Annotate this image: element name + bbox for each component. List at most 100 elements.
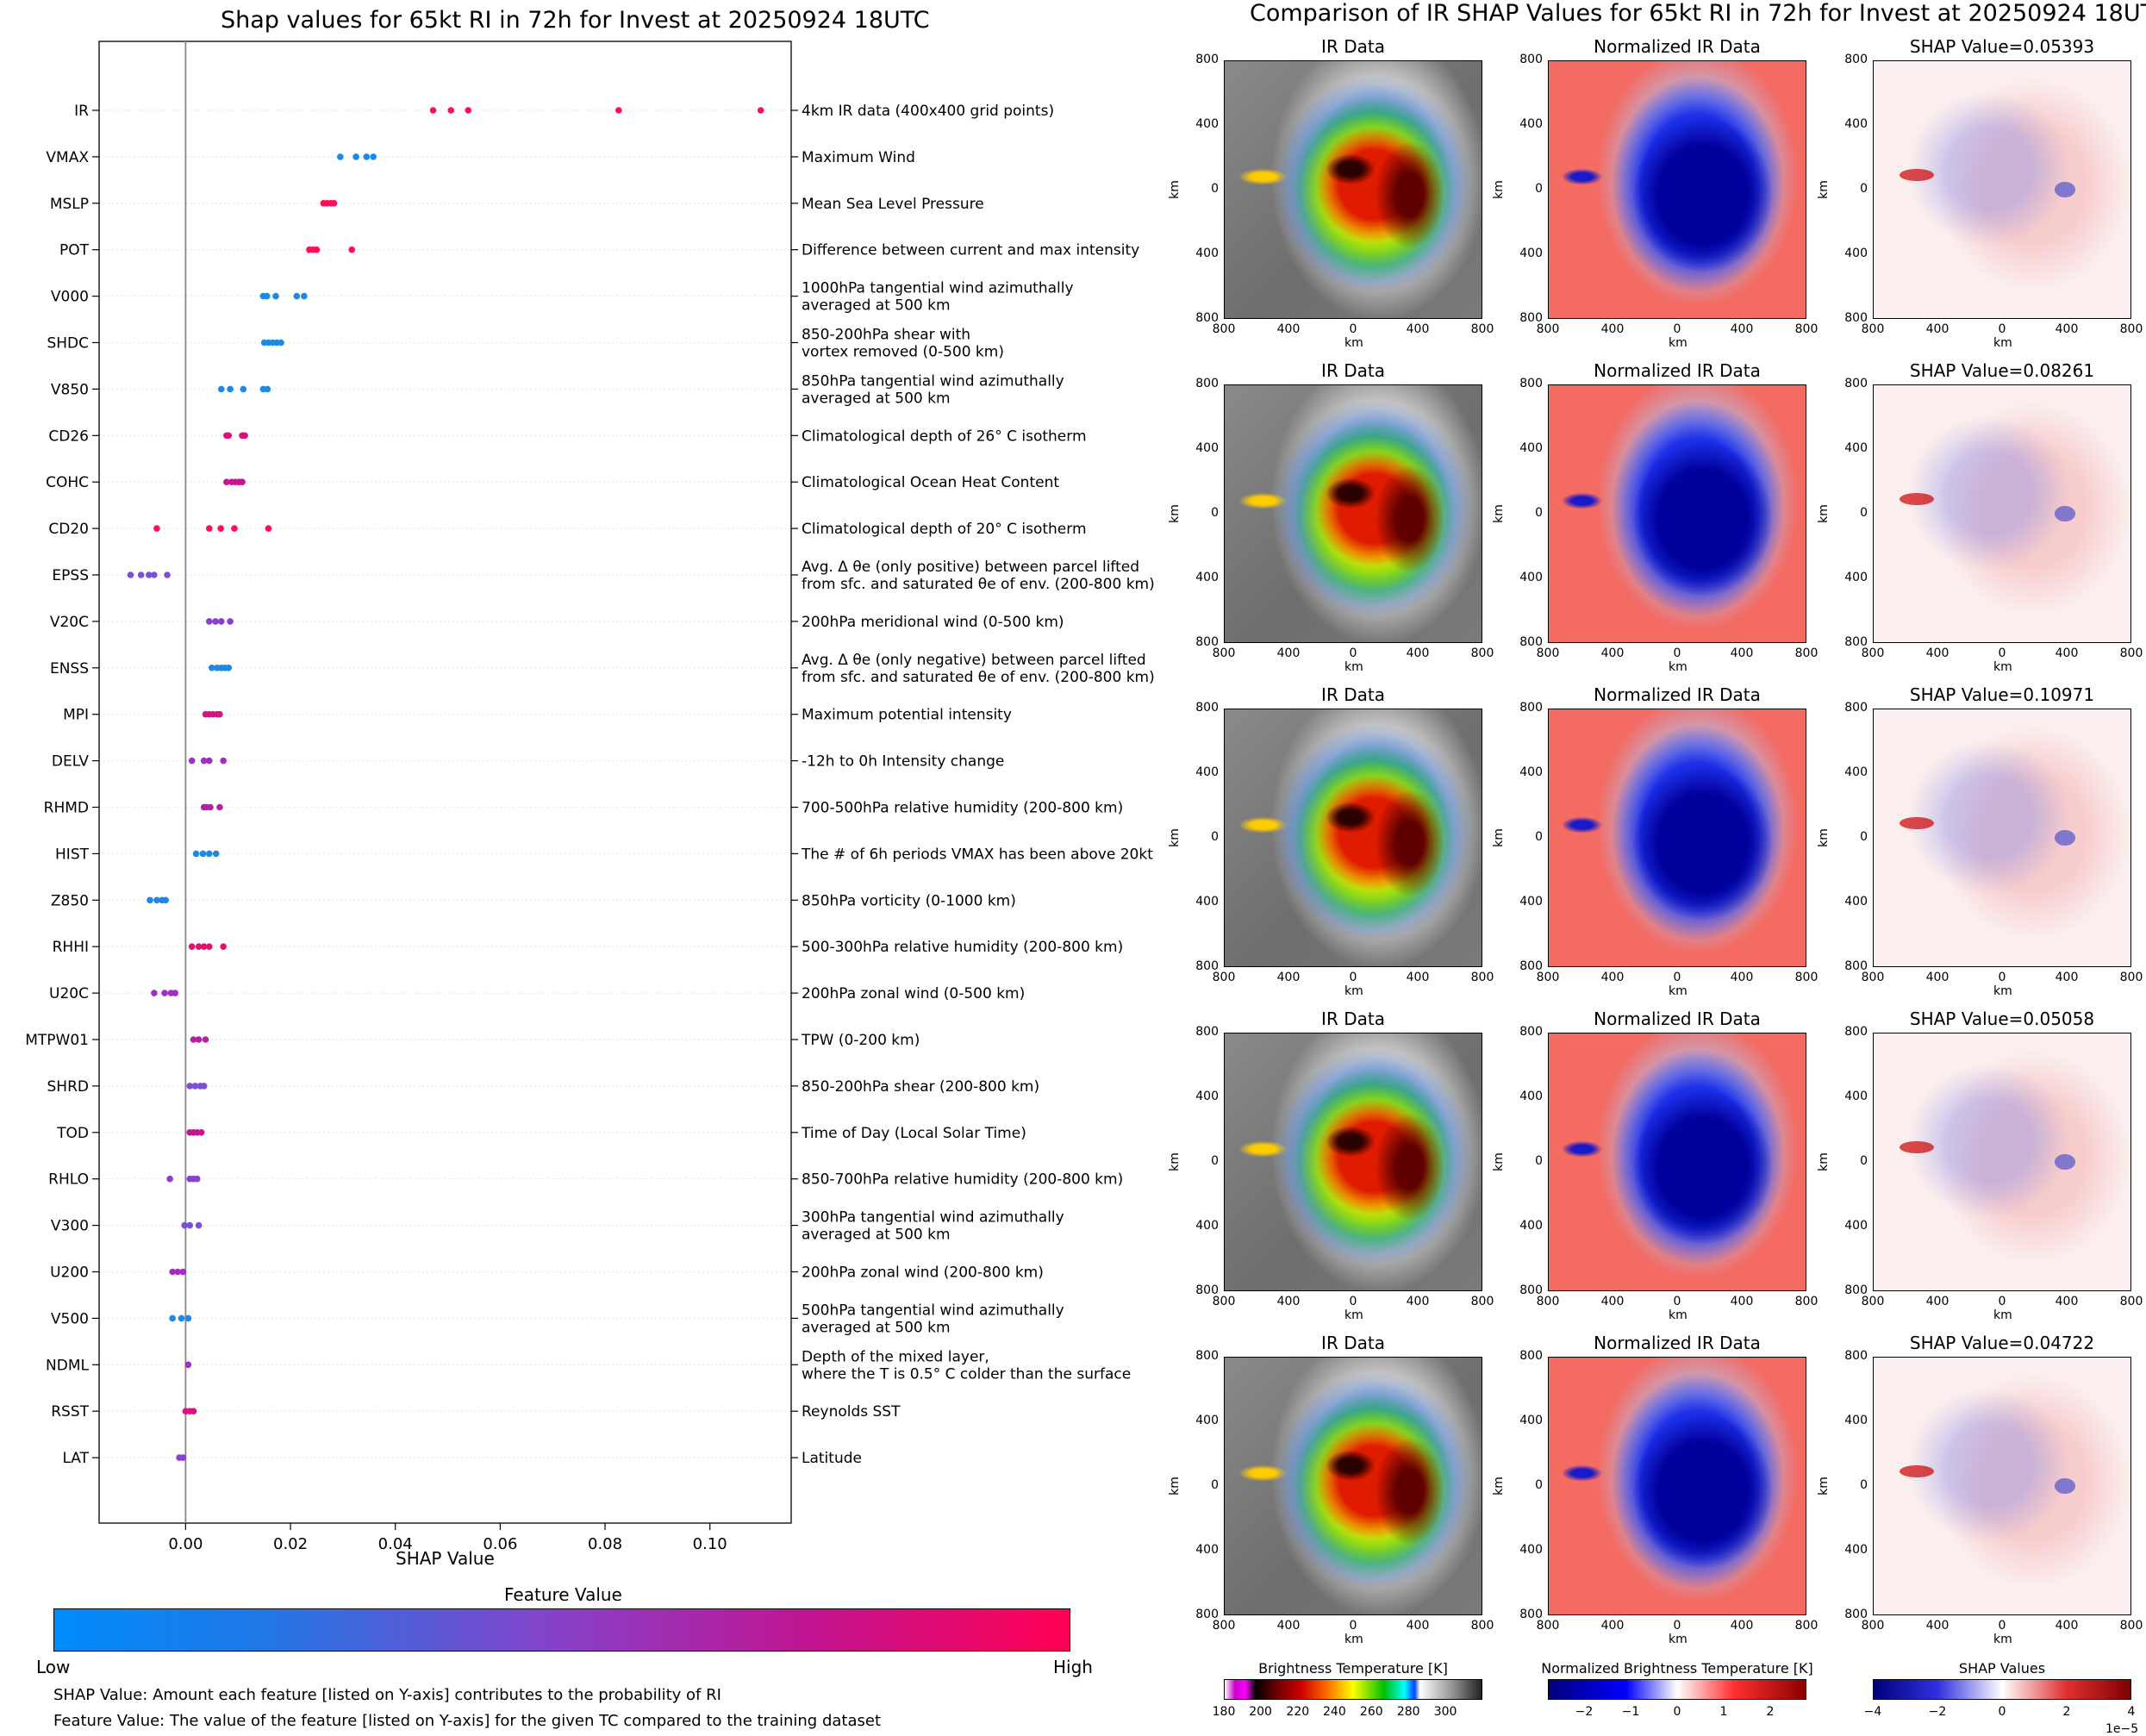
- x-tick-label: 800: [1470, 1295, 1494, 1308]
- x-axis-label: km: [1993, 1633, 2012, 1646]
- x-tick-label: 0.08: [588, 1535, 622, 1553]
- x-tick-label: 400: [1406, 1619, 1430, 1633]
- panel-title: SHAP Value=0.08261: [1909, 360, 2095, 381]
- x-tick-label: 400: [1406, 971, 1430, 984]
- feature-name-lat: LAT: [62, 1450, 89, 1467]
- shap-point: [137, 571, 145, 578]
- shap-point: [190, 1408, 197, 1414]
- shap-point: [337, 153, 344, 160]
- colorbar-tick-label: −2: [1575, 1705, 1594, 1719]
- x-tick-label: 400: [2055, 1295, 2079, 1308]
- y-tick-label: 800: [1195, 701, 1219, 715]
- shap-hotspot: [1900, 1141, 1934, 1153]
- y-tick-label: 400: [1519, 1414, 1543, 1427]
- x-tick-label: 400: [2055, 971, 2079, 984]
- x-axis-label: km: [1669, 336, 1687, 350]
- panel-title: SHAP Value=0.05393: [1909, 36, 2095, 57]
- panel-title: IR Data: [1321, 360, 1385, 381]
- feature-name-v300: V300: [51, 1218, 89, 1235]
- left-chart-title: Shap values for 65kt RI in 72h for Inves…: [221, 7, 930, 34]
- colorbar-gradient: [1873, 1679, 2131, 1700]
- feature-name-mpi: MPI: [63, 707, 89, 724]
- x-tick-label: 0: [1349, 646, 1357, 660]
- colorbar-tick-label: −2: [1928, 1705, 1947, 1719]
- colorbar-tick-label: 0: [1673, 1705, 1681, 1719]
- x-tick-label: 800: [1536, 1295, 1560, 1308]
- y-tick-label: 0: [1860, 506, 1868, 520]
- shap-image: [1873, 1357, 2131, 1615]
- shap-point: [161, 990, 168, 996]
- colorbar-tick-label: 280: [1396, 1705, 1420, 1719]
- x-axis-label: km: [1344, 660, 1363, 674]
- feature-desc-epss: from sfc. and saturated θe of env. (200-…: [802, 576, 1155, 593]
- feature-desc-tod: Time of Day (Local Solar Time): [801, 1125, 1026, 1142]
- x-axis-label: SHAP Value: [396, 1548, 495, 1569]
- x-tick-label: 0: [1998, 1619, 2006, 1633]
- shap-point: [313, 246, 321, 253]
- x-tick-label: 0: [1349, 1295, 1357, 1308]
- feature-desc-ndml: where the T is 0.5° C colder than the su…: [802, 1365, 1131, 1383]
- shap-summary-plot: 0.00 0.02 0.04 0.06 0.08 0.10 IR 4km IR data (4…: [25, 41, 1155, 1553]
- x-tick-label: 800: [1212, 1619, 1236, 1633]
- x-tick-label: 0.00: [168, 1535, 203, 1553]
- feature-desc-v000: 1000hPa tangential wind azimuthally: [802, 280, 1074, 297]
- ir-image: [1224, 384, 1482, 643]
- y-tick-label: 0: [1535, 1154, 1543, 1168]
- y-tick-label: 800: [1519, 701, 1543, 715]
- feature-name-rhmd: RHMD: [44, 800, 89, 817]
- feature-name-cd26: CD26: [48, 428, 89, 445]
- feature-desc-enss: from sfc. and saturated θe of env. (200-…: [802, 669, 1155, 686]
- shap-point: [220, 943, 227, 950]
- y-tick-label: 400: [1195, 441, 1219, 455]
- normalized-ir-image: [1548, 709, 1806, 967]
- y-tick-label: 400: [1519, 765, 1543, 779]
- shap-point: [239, 478, 246, 485]
- x-tick-label: 800: [2119, 971, 2143, 984]
- x-axis-label: km: [1993, 1308, 2012, 1322]
- shap-hotspot: [2055, 1154, 2075, 1170]
- feature-desc-v300: 300hPa tangential wind azimuthally: [802, 1209, 1064, 1227]
- shap-point: [188, 757, 196, 765]
- feature-name-v000: V000: [51, 289, 89, 306]
- shap-point: [217, 385, 225, 393]
- feature-desc-pot: Difference between current and max inten…: [802, 242, 1139, 259]
- y-tick-label: 800: [1195, 959, 1219, 973]
- y-tick-label: 400: [1195, 895, 1219, 909]
- panel-title: IR Data: [1321, 1333, 1385, 1353]
- feature-desc-u200: 200hPa zonal wind (200-800 km): [802, 1265, 1044, 1282]
- feature-name-z850: Z850: [51, 892, 89, 909]
- colorbar-tick-label: 0: [1998, 1705, 2006, 1719]
- y-axis-label: km: [1816, 1477, 1831, 1496]
- y-tick-label: 0: [1535, 1478, 1543, 1492]
- y-tick-label: 800: [1844, 701, 1868, 715]
- feature-name-tod: TOD: [56, 1125, 89, 1142]
- panel-title: Normalized IR Data: [1594, 360, 1761, 381]
- y-tick-label: 800: [1844, 53, 1868, 66]
- y-tick-label: 800: [1844, 1283, 1868, 1297]
- feature-desc-v20c: 200hPa meridional wind (0-500 km): [802, 614, 1064, 631]
- shap-point: [197, 1129, 205, 1136]
- shap-point: [200, 757, 208, 765]
- shap-point: [195, 943, 203, 950]
- y-tick-label: 0: [1211, 506, 1219, 520]
- x-tick-label: 0: [1998, 646, 2006, 660]
- shap-point: [184, 1314, 192, 1322]
- shap-hotspot: [2055, 830, 2075, 846]
- y-tick-label: 800: [1844, 1608, 1868, 1621]
- x-tick-label: 800: [1794, 971, 1818, 984]
- y-tick-label: 800: [1195, 635, 1219, 649]
- feature-desc-ir: 4km IR data (400x400 grid points): [802, 103, 1054, 120]
- colorbar-tick-label: 220: [1286, 1705, 1310, 1719]
- shap-point: [278, 339, 284, 347]
- shap-image: [1873, 1033, 2131, 1291]
- feature-desc-v500: averaged at 500 km: [802, 1319, 951, 1336]
- x-tick-label: 0.06: [483, 1535, 517, 1553]
- feature-name-mtpw01: MTPW01: [25, 1032, 89, 1049]
- colorbar-tick-label: 1: [1719, 1705, 1728, 1719]
- y-axis-label: km: [1167, 1152, 1182, 1171]
- x-tick-label: 0: [1349, 1619, 1357, 1633]
- shap-image: [1873, 60, 2131, 319]
- x-tick-label: 400: [1406, 646, 1430, 660]
- x-tick-label: 800: [1536, 322, 1560, 336]
- shap-point: [199, 850, 207, 858]
